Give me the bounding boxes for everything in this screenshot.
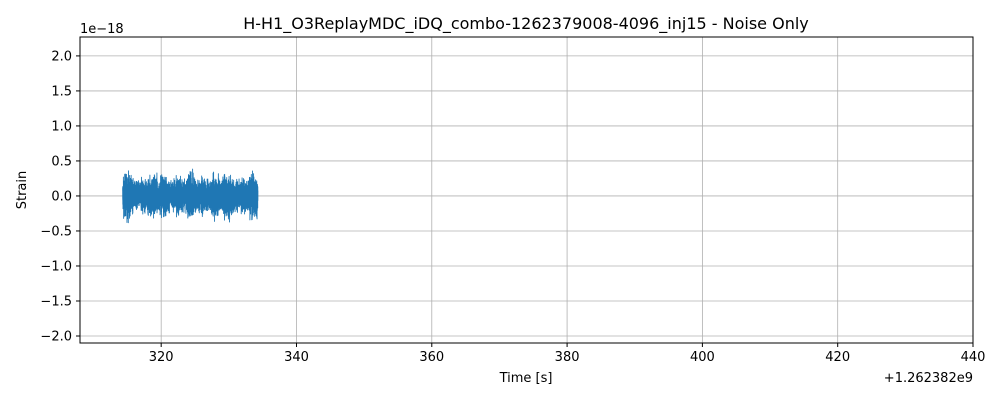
- chart-title: H-H1_O3ReplayMDC_iDQ_combo-1262379008-40…: [243, 14, 809, 34]
- y-tick-label: 1.5: [51, 84, 72, 99]
- y-tick-label: −0.5: [40, 224, 72, 239]
- x-tick-label: 360: [419, 350, 444, 365]
- y-tick-label: 1.0: [51, 119, 72, 134]
- x-tick-label: 400: [690, 350, 715, 365]
- axis-ticks: 320 340 360 380 400 420 440 −2.0 −1.5 −1.0 −0.5 0.0…: [40, 49, 985, 365]
- strain-series-line: [122, 168, 259, 224]
- y-tick-label: 0.5: [51, 154, 72, 169]
- y-tick-label: −1.0: [40, 259, 72, 274]
- plot-area: [122, 168, 259, 224]
- y-tick-label: 2.0: [51, 49, 72, 64]
- grid-lines: [80, 37, 974, 343]
- y-tick-label: 0.0: [51, 189, 72, 204]
- x-tick-label: 440: [961, 350, 986, 365]
- x-axis-offset-label: +1.262382e9: [884, 371, 973, 386]
- x-tick-label: 380: [555, 350, 580, 365]
- y-axis-scale-label: 1e−18: [80, 22, 124, 37]
- y-tick-label: −1.5: [40, 294, 72, 309]
- x-tick-label: 340: [284, 350, 309, 365]
- y-axis-label: Strain: [15, 171, 30, 210]
- y-tick-label: −2.0: [40, 329, 72, 344]
- x-tick-label: 420: [825, 350, 850, 365]
- axes-frame: [79, 36, 974, 344]
- x-axis-label: Time [s]: [499, 371, 553, 386]
- x-tick-label: 320: [149, 350, 174, 365]
